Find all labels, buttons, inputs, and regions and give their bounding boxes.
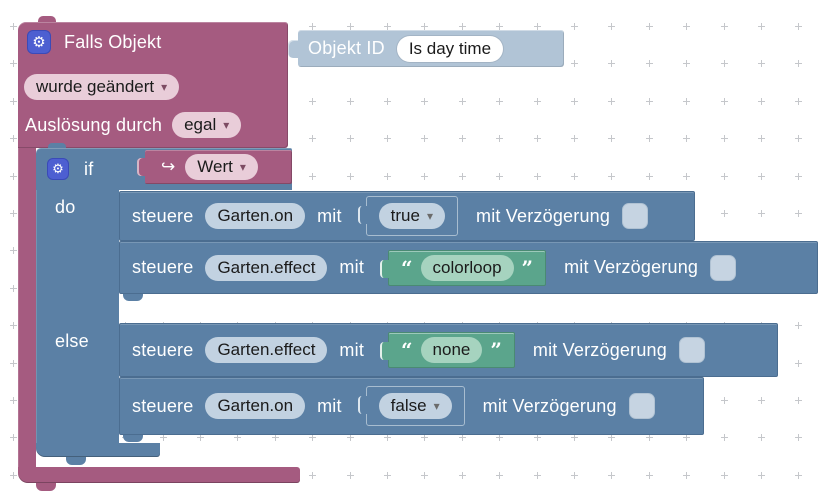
delay-label: mit Verzögerung [564, 257, 699, 277]
trigger-block-top-connector [38, 16, 56, 23]
trigger-by-value: egal [184, 115, 217, 134]
if-block-bottom-connector [66, 457, 86, 465]
trigger-value-arrow-icon: ↪ [161, 157, 176, 176]
trigger-block-title: Falls Objekt [64, 31, 162, 52]
condition-dropdown[interactable]: Wert ▾ [185, 154, 258, 180]
string-value-block[interactable]: “ none ” [380, 332, 515, 368]
if-label: if [84, 158, 94, 179]
oid-value: Garten.effect [217, 257, 316, 277]
delay-checkbox[interactable] [622, 203, 649, 229]
close-quote-icon: ” [521, 255, 534, 280]
delay-checkbox[interactable] [678, 337, 705, 363]
string-value: none [432, 340, 471, 359]
boolean-dropdown[interactable]: true ▾ [378, 203, 445, 229]
object-id-label: Objekt ID [308, 38, 385, 58]
delay-checkbox[interactable] [710, 254, 737, 281]
if-block-bottom[interactable] [36, 443, 160, 457]
control-block-garten-on-true[interactable]: steuere Garten.on mit true ▾ mit Verzöge… [119, 191, 695, 241]
boolean-dropdown[interactable]: false ▾ [378, 393, 452, 419]
control-block-garten-effect-none[interactable]: steuere Garten.effect mit “ none ” mit V… [119, 323, 778, 377]
with-label: mit [339, 339, 365, 360]
boolean-value-block[interactable]: true ▾ [357, 196, 458, 236]
oid-field[interactable]: Garten.on [205, 393, 306, 419]
with-label: mit [317, 205, 342, 226]
dropdown-arrow-icon: ▾ [161, 80, 168, 94]
object-id-block[interactable]: Objekt ID Is day time [298, 30, 564, 67]
dropdown-arrow-icon: ▾ [239, 160, 246, 174]
string-value-block[interactable]: “ colorloop ” [380, 249, 547, 286]
open-quote-icon: “ [401, 255, 413, 280]
control-verb-label: steuere [132, 395, 194, 416]
gear-icon[interactable]: ⚙ [47, 158, 69, 180]
trigger-block-header: ⚙ Falls Objekt [27, 30, 161, 54]
control-block-garten-effect-colorloop[interactable]: steuere Garten.effect mit “ colorloop ” … [119, 241, 818, 294]
oid-value: Garten.on [217, 396, 294, 415]
if-block-header: ⚙ if [47, 158, 93, 180]
dropdown-arrow-icon: ▾ [426, 209, 433, 223]
trigger-block-bottom-connector [36, 483, 56, 491]
condition-connector-tab [137, 158, 147, 176]
object-id-connector-tab [288, 40, 300, 58]
gear-icon[interactable]: ⚙ [27, 30, 51, 54]
string-field[interactable]: none [420, 337, 483, 363]
close-quote-icon: ” [490, 338, 502, 362]
change-type-dropdown[interactable]: wurde geändert ▾ [24, 74, 180, 100]
string-value: colorloop [432, 257, 502, 277]
boolean-value: false [390, 396, 427, 415]
control-verb-label: steuere [132, 257, 194, 277]
control-block-garten-on-false[interactable]: steuere Garten.on mit false ▾ mit Verzög… [119, 377, 704, 435]
else-label: else [55, 331, 89, 351]
do-label: do [55, 197, 76, 217]
condition-value-block[interactable]: ↪ Wert ▾ [145, 150, 292, 184]
control-verb-label: steuere [132, 339, 194, 360]
trigger-by-row: Auslösung durch egal ▾ [25, 112, 242, 138]
condition-value: Wert [197, 157, 233, 176]
with-label: mit [339, 257, 365, 277]
oid-field[interactable]: Garten.effect [205, 254, 328, 281]
delay-label: mit Verzögerung [476, 205, 611, 226]
statement-bottom-connector [123, 294, 143, 301]
string-field[interactable]: colorloop [420, 254, 514, 281]
boolean-value: true [390, 206, 420, 225]
dropdown-arrow-icon: ▾ [223, 118, 230, 132]
trigger-by-label: Auslösung durch [25, 114, 163, 135]
change-type-value: wurde geändert [36, 77, 155, 96]
oid-field[interactable]: Garten.on [205, 203, 306, 229]
open-quote-icon: “ [401, 338, 413, 362]
dropdown-arrow-icon: ▾ [433, 399, 440, 413]
gear-glyph: ⚙ [52, 161, 64, 176]
statement-bottom-connector [123, 435, 143, 442]
trigger-by-dropdown[interactable]: egal ▾ [172, 112, 242, 138]
delay-checkbox[interactable] [628, 393, 655, 419]
delay-label: mit Verzögerung [532, 339, 667, 360]
control-verb-label: steuere [132, 205, 194, 226]
gear-glyph: ⚙ [32, 34, 46, 51]
trigger-block-spine[interactable] [18, 148, 36, 467]
oid-field[interactable]: Garten.effect [205, 337, 328, 363]
if-block-top-connector [48, 143, 66, 149]
with-label: mit [317, 395, 342, 416]
boolean-value-block[interactable]: false ▾ [357, 386, 465, 426]
oid-value: Garten.effect [217, 340, 316, 359]
if-block-spine[interactable] [36, 190, 119, 443]
delay-label: mit Verzögerung [482, 395, 617, 416]
trigger-block-bottom[interactable] [18, 467, 300, 483]
object-id-field[interactable]: Is day time [396, 35, 504, 62]
object-id-value: Is day time [408, 38, 492, 58]
oid-value: Garten.on [217, 206, 294, 225]
